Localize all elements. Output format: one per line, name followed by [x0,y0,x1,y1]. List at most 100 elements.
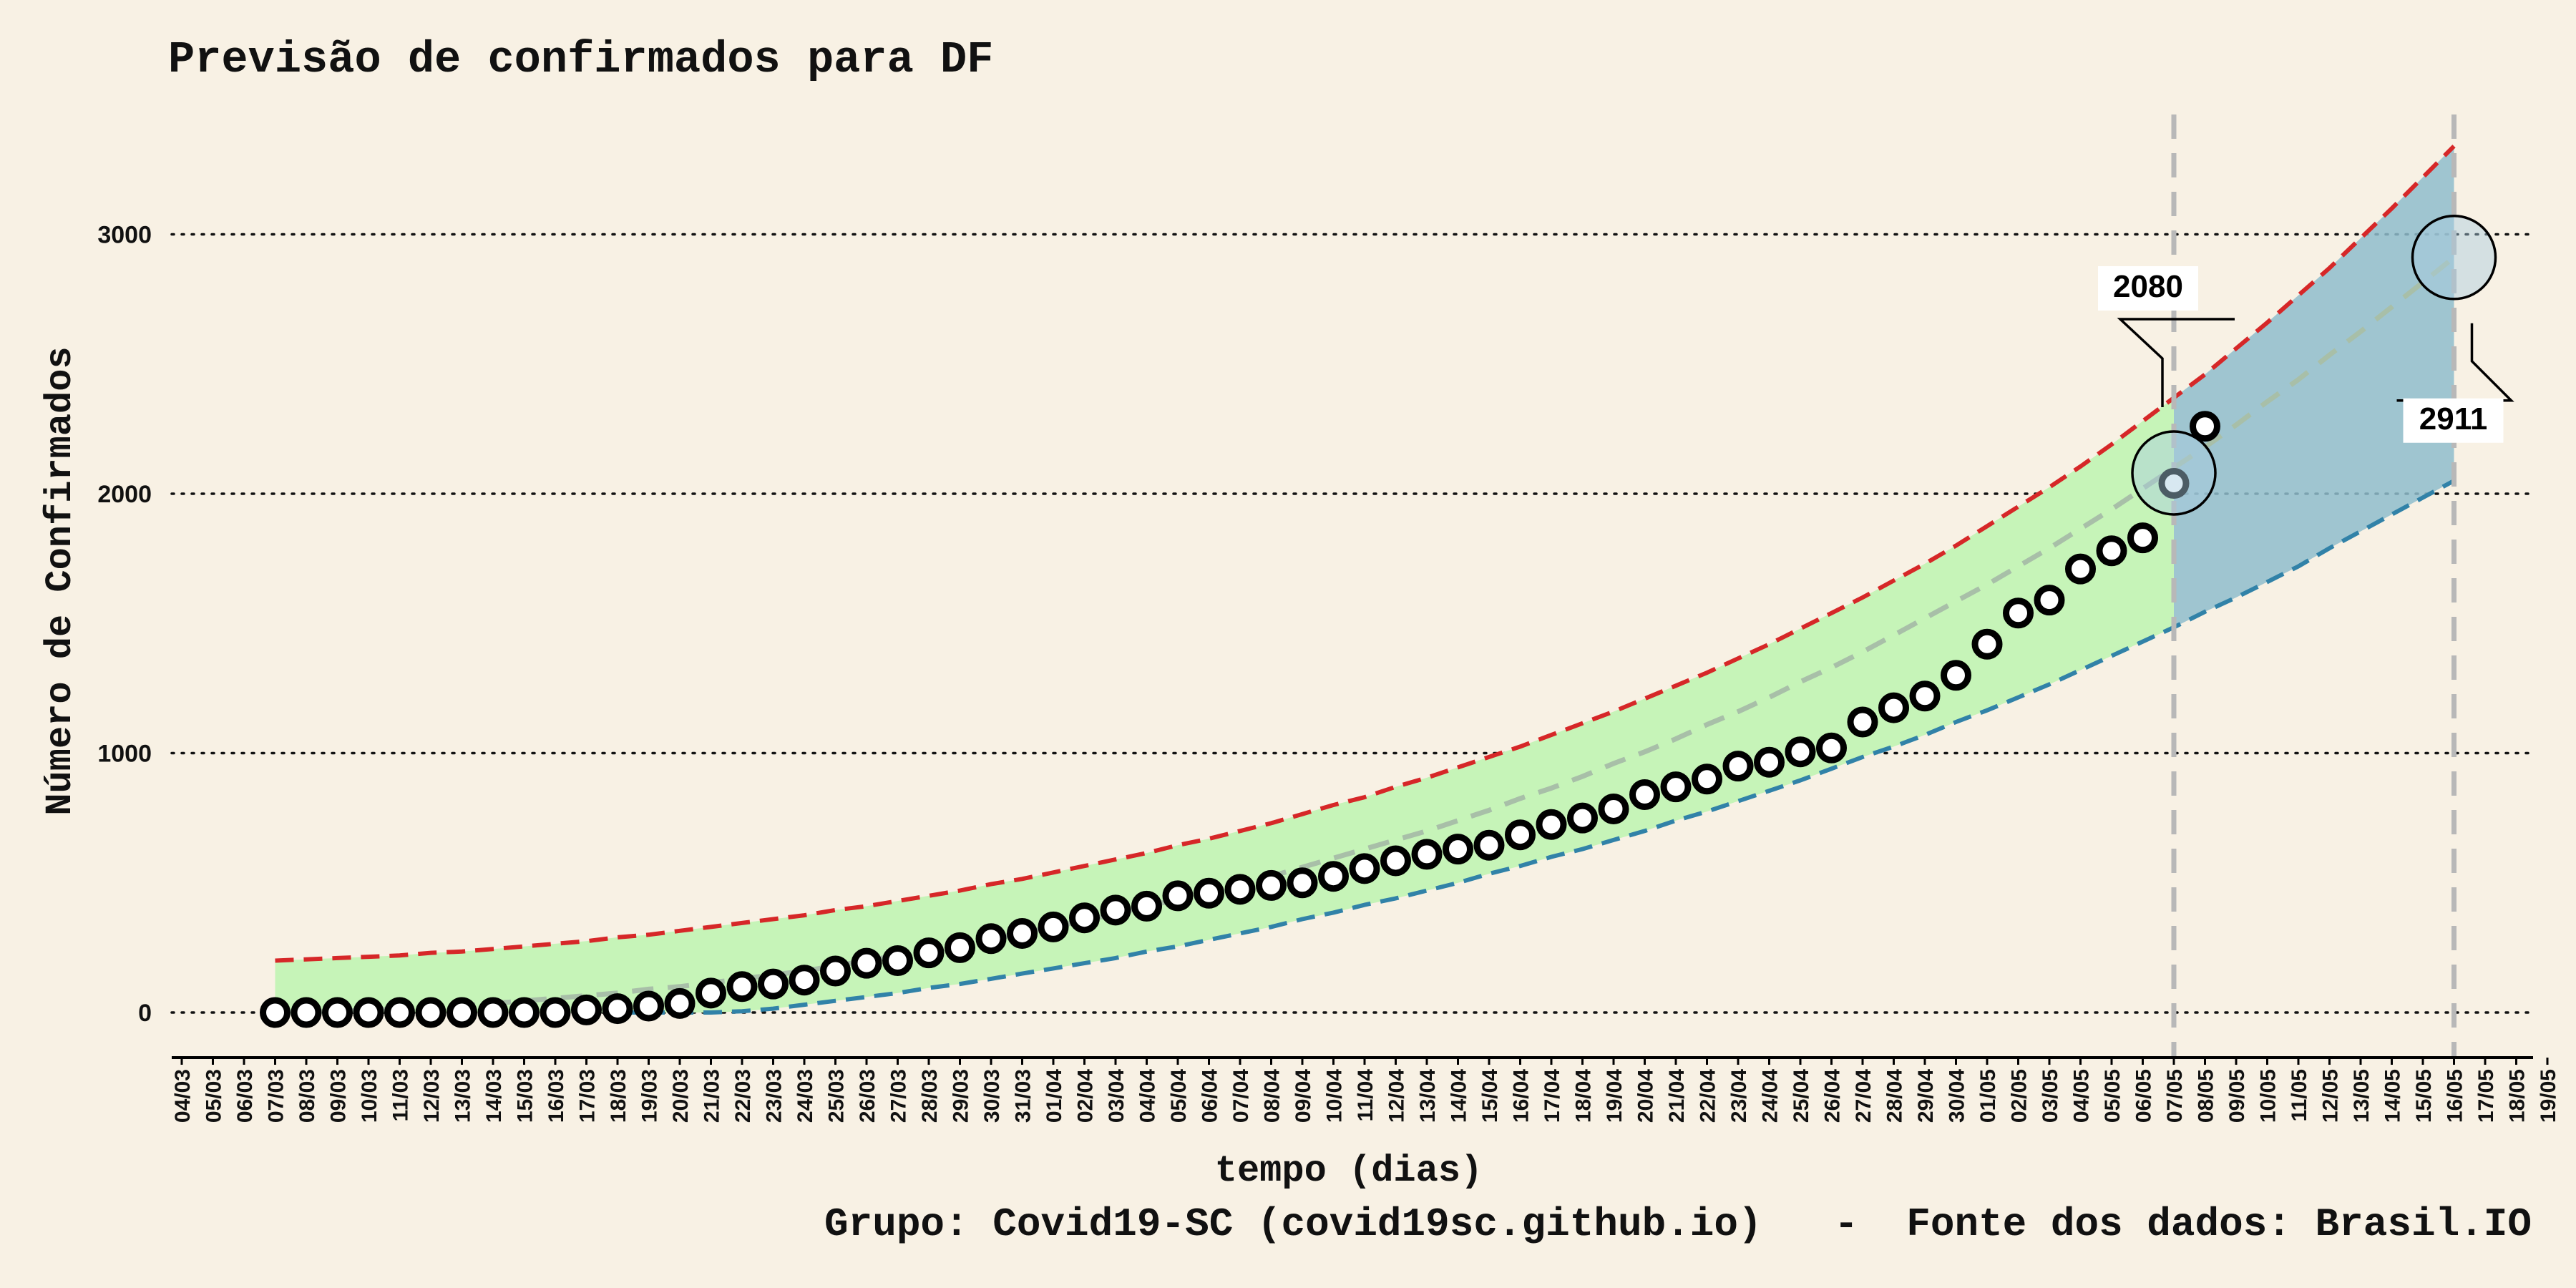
fit-band [275,397,2174,1013]
observed-point [291,997,322,1028]
observed-point [664,987,696,1019]
y-axis-label: Número de Confirmados [39,346,82,815]
x-tick-label: 14/05 [2381,1069,2405,1123]
observed-point [851,947,882,979]
observed-point [260,997,291,1028]
observed-point [1318,861,1349,892]
x-tick-label: 26/04 [1821,1069,1845,1123]
y-tick-label: 0 [138,1000,152,1027]
x-tick-label: 13/05 [2350,1069,2373,1123]
y-tick-label: 1000 [97,741,152,768]
observed-point [1567,802,1598,834]
observed-point [2158,468,2190,499]
x-tick-label: 19/04 [1603,1069,1626,1123]
x-tick-label: 28/04 [1883,1069,1907,1123]
x-tick-label: 19/05 [2537,1069,2560,1123]
x-tick-label: 20/04 [1634,1069,1658,1123]
x-tick-label: 28/03 [918,1069,942,1123]
x-axis-label: tempo (dias) [1215,1150,1483,1192]
observed-point [1598,793,1629,824]
x-tick-label: 12/04 [1385,1069,1409,1123]
x-tick-label: 20/03 [669,1069,693,1123]
observed-point [1443,834,1473,865]
x-tick-label: 05/05 [2101,1069,2124,1123]
observed-point [602,993,633,1025]
x-tick-label: 08/04 [1261,1069,1284,1123]
x-tick-label: 23/04 [1727,1069,1751,1123]
observed-point [945,932,975,963]
x-tick-label: 05/03 [203,1069,226,1123]
x-tick-label: 04/04 [1136,1069,1160,1123]
observed-point [1692,763,1722,795]
x-tick-label: 18/03 [607,1069,630,1123]
observed-point [726,971,758,1002]
forecast-label: 2911 [2419,401,2487,436]
x-tick-label: 15/04 [1478,1069,1502,1123]
observed-point [447,997,477,1028]
x-tick-label: 27/04 [1852,1069,1875,1123]
x-tick-label: 17/04 [1541,1069,1564,1123]
observed-point [913,937,945,969]
observed-point [696,977,726,1009]
x-tick-label: 31/03 [1012,1069,1035,1123]
x-tick-label: 04/03 [171,1069,195,1123]
observed-point [1971,628,2003,660]
chart-title: Previsão de confirmados para DF [168,34,993,85]
x-tick-label: 07/05 [2163,1069,2187,1123]
observed-point [2096,535,2127,567]
x-tick-label: 25/04 [1790,1069,1813,1123]
forecast-marker-circle [2131,430,2217,516]
x-tick-label: 13/03 [452,1069,475,1123]
observed-point [1038,911,1069,942]
x-tick-label: 10/05 [2257,1069,2280,1123]
fit-lines [275,145,2456,1015]
observed-point [1256,869,1287,901]
x-tick-label: 16/05 [2444,1069,2467,1123]
observed-point [415,997,447,1028]
x-tick-label: 05/04 [1167,1069,1191,1123]
x-tick-label: 23/03 [763,1069,786,1123]
observed-point [477,997,509,1028]
observed-points [260,411,2220,1028]
observed-point [2065,553,2096,585]
forecast-label-leader [2117,318,2235,407]
x-axis: 04/03 05/03 06/03 07/03 08/03 09/03 10/03 11/03… [171,1056,2560,1123]
x-tick-label: 18/04 [1572,1069,1596,1123]
x-tick-label: 24/03 [794,1069,817,1123]
x-tick-label: 21/04 [1665,1069,1689,1123]
observed-point [2127,522,2158,554]
observed-point [1754,746,1785,778]
observed-point [820,955,851,987]
x-tick-label: 30/03 [980,1069,1004,1123]
x-tick-label: 09/03 [327,1069,351,1123]
x-tick-label: 09/05 [2225,1069,2249,1123]
x-tick-label: 10/04 [1323,1069,1347,1123]
observed-point [1878,692,1909,723]
observed-point [1194,877,1224,909]
x-tick-label: 17/05 [2474,1069,2498,1123]
observed-point [1287,867,1318,899]
x-tick-label: 03/05 [2039,1069,2062,1123]
x-tick-label: 13/04 [1416,1069,1440,1123]
observed-point [1224,874,1256,905]
x-tick-label: 06/03 [233,1069,257,1123]
observed-point [1505,819,1536,851]
x-tick-label: 07/04 [1229,1069,1253,1123]
x-tick-label: 01/05 [1976,1069,2000,1123]
observed-point [882,945,913,976]
x-tick-label: 11/04 [1354,1069,1377,1122]
x-tick-label: 10/03 [358,1069,381,1123]
observed-point [384,997,415,1028]
forecast-marker-circle [2411,215,2497,301]
observed-point [2034,585,2065,616]
x-tick-label: 04/05 [2070,1069,2094,1123]
observed-point [353,997,384,1028]
observed-point [1909,680,1941,712]
x-tick-label: 06/05 [2132,1069,2156,1123]
x-tick-label: 16/04 [1510,1069,1533,1123]
observed-point [1473,829,1505,861]
footer-source: Grupo: Covid19-SC (covid19sc.github.io) … [824,1201,2532,1247]
x-tick-label: 02/05 [2008,1069,2031,1123]
x-tick-label: 29/04 [1914,1069,1938,1123]
